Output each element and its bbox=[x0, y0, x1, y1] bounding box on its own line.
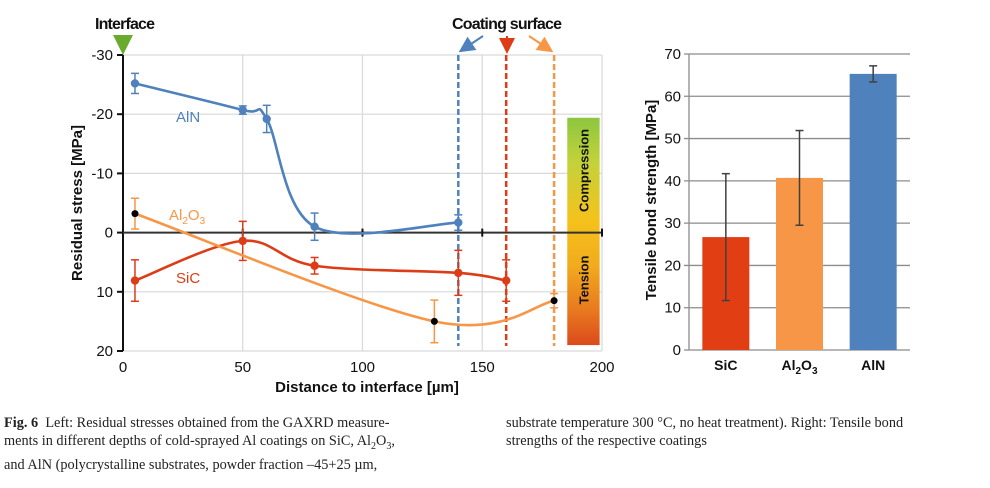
left-grid bbox=[123, 54, 603, 352]
series-al2o3 bbox=[130, 197, 559, 344]
right-y-tick-label: 0 bbox=[673, 342, 681, 359]
tensile-bond-strength-chart: 0 10 20 30 40 50 60 70 SiC Al2O3 AlN Tensile bond… bbox=[643, 46, 910, 377]
right-y-tick-label: 40 bbox=[664, 173, 681, 190]
sic-series-label: SiC bbox=[176, 270, 200, 287]
data-point-aln bbox=[454, 218, 463, 227]
right-y-tick-label: 50 bbox=[664, 131, 681, 148]
data-point-sic bbox=[310, 261, 319, 270]
al2o3-series-label: Al2O3 bbox=[169, 207, 206, 227]
data-point-aln bbox=[310, 222, 319, 231]
left-x-axis-title: Distance to interface [µm] bbox=[275, 379, 459, 396]
caption-left-line1: Left: Residual stresses obtained from th… bbox=[45, 415, 390, 431]
left-y-tick-label: 20 bbox=[96, 343, 113, 360]
left-x-tick-label: 0 bbox=[119, 359, 127, 376]
alN-series-label: AlN bbox=[176, 109, 200, 126]
right-y-tick-label: 30 bbox=[664, 215, 681, 232]
right-category-labels: SiC Al2O3 AlN bbox=[714, 357, 885, 377]
bar-aln bbox=[849, 73, 897, 351]
data-point-sic bbox=[454, 268, 463, 278]
data-point-aln bbox=[130, 79, 140, 88]
data-point-aln bbox=[262, 114, 271, 124]
data-point-al2o3 bbox=[550, 297, 558, 305]
coating-surface-lines bbox=[457, 55, 556, 346]
left-y-tick-label: -20 bbox=[91, 106, 113, 123]
left-y-tick-label: -10 bbox=[91, 165, 113, 182]
figure-caption-left: Fig. 6 Left: Residual stresses obtained … bbox=[4, 414, 474, 474]
left-x-tick-label: 200 bbox=[589, 359, 614, 376]
right-y-axis-title: Tensile bond strength [MPa] bbox=[643, 100, 660, 301]
left-y-tick-label: 0 bbox=[105, 225, 113, 242]
caption-left-line3: and AlN (polycrystalline substrates, pow… bbox=[4, 456, 378, 473]
series-sic bbox=[130, 220, 511, 303]
category-label-aln: AlN bbox=[861, 357, 885, 373]
left-y-axis-title: Residual stress [MPa] bbox=[69, 125, 86, 281]
data-point-aln bbox=[238, 105, 247, 115]
right-tick-labels: 0 10 20 30 40 50 60 70 bbox=[664, 46, 681, 359]
series-line-al2o3 bbox=[134, 212, 555, 327]
category-label-al2o3: Al2O3 bbox=[781, 357, 817, 377]
compression-label: Compression bbox=[577, 129, 592, 212]
caption-left-line2: ments in different depths of cold-spraye… bbox=[4, 433, 395, 452]
right-y-tick-label: 60 bbox=[664, 88, 681, 105]
category-label-sic: SiC bbox=[714, 357, 737, 373]
tension-label: Tension bbox=[577, 255, 592, 304]
right-y-tick-label: 20 bbox=[664, 257, 681, 274]
caption-right-line1: substrate temperature 300 °C, no heat tr… bbox=[506, 415, 904, 431]
left-series bbox=[130, 72, 559, 344]
left-axes bbox=[117, 54, 603, 352]
coating-surface-label: Coating surface bbox=[452, 16, 562, 33]
left-x-tick-label: 150 bbox=[470, 359, 495, 376]
left-x-tick-label: 100 bbox=[350, 359, 375, 376]
compression-tension-gradient-bar bbox=[567, 117, 600, 346]
data-point-sic bbox=[238, 236, 247, 246]
right-y-tick-label: 10 bbox=[664, 300, 681, 317]
series-aln bbox=[130, 72, 463, 242]
coating-surface-arrow-al2o3-icon bbox=[528, 35, 554, 53]
figure-number: Fig. 6 bbox=[4, 415, 39, 431]
left-y-tick-label: 10 bbox=[96, 284, 113, 301]
right-bars bbox=[702, 65, 897, 351]
data-point-sic bbox=[130, 276, 140, 285]
data-point-al2o3 bbox=[131, 210, 139, 218]
series-line-aln bbox=[134, 82, 459, 235]
left-x-tick-label: 50 bbox=[234, 359, 251, 376]
coating-surface-arrow-alN-icon bbox=[458, 35, 484, 53]
right-y-tick-label: 70 bbox=[664, 46, 681, 63]
interface-label: Interface bbox=[95, 16, 155, 33]
caption-right-line2: strengths of the respective coatings bbox=[506, 433, 707, 449]
left-y-tick-label: -30 bbox=[91, 47, 113, 64]
data-point-al2o3 bbox=[430, 317, 438, 325]
figure-caption-right: substrate temperature 300 °C, no heat tr… bbox=[506, 414, 986, 450]
data-point-sic bbox=[502, 276, 511, 285]
